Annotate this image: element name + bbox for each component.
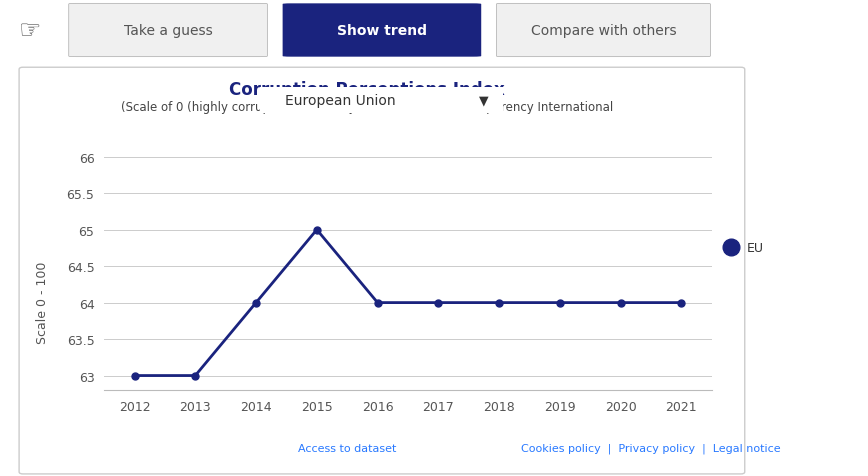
- Text: Take a guess: Take a guess: [123, 24, 213, 38]
- FancyBboxPatch shape: [69, 4, 267, 58]
- FancyBboxPatch shape: [19, 68, 745, 474]
- Text: Cookies policy  |  Privacy policy  |  Legal notice: Cookies policy | Privacy policy | Legal …: [521, 443, 780, 454]
- Text: ☞: ☞: [19, 19, 42, 43]
- FancyBboxPatch shape: [283, 4, 481, 58]
- FancyBboxPatch shape: [496, 4, 710, 58]
- Text: Compare with others: Compare with others: [530, 24, 676, 38]
- Text: Scale 0 - 100: Scale 0 - 100: [36, 261, 49, 343]
- Text: Show trend: Show trend: [337, 24, 427, 38]
- Text: European Union: European Union: [285, 94, 395, 108]
- Text: Access to dataset: Access to dataset: [298, 443, 397, 453]
- Text: EU: EU: [746, 241, 764, 254]
- FancyBboxPatch shape: [248, 87, 516, 116]
- Text: (Scale of 0 (highly corrupt) to 100 (very clean)), source: Transparency Internat: (Scale of 0 (highly corrupt) to 100 (ver…: [121, 101, 613, 114]
- Text: Corruption Perceptions Index: Corruption Perceptions Index: [229, 80, 504, 99]
- Text: ▼: ▼: [479, 95, 489, 108]
